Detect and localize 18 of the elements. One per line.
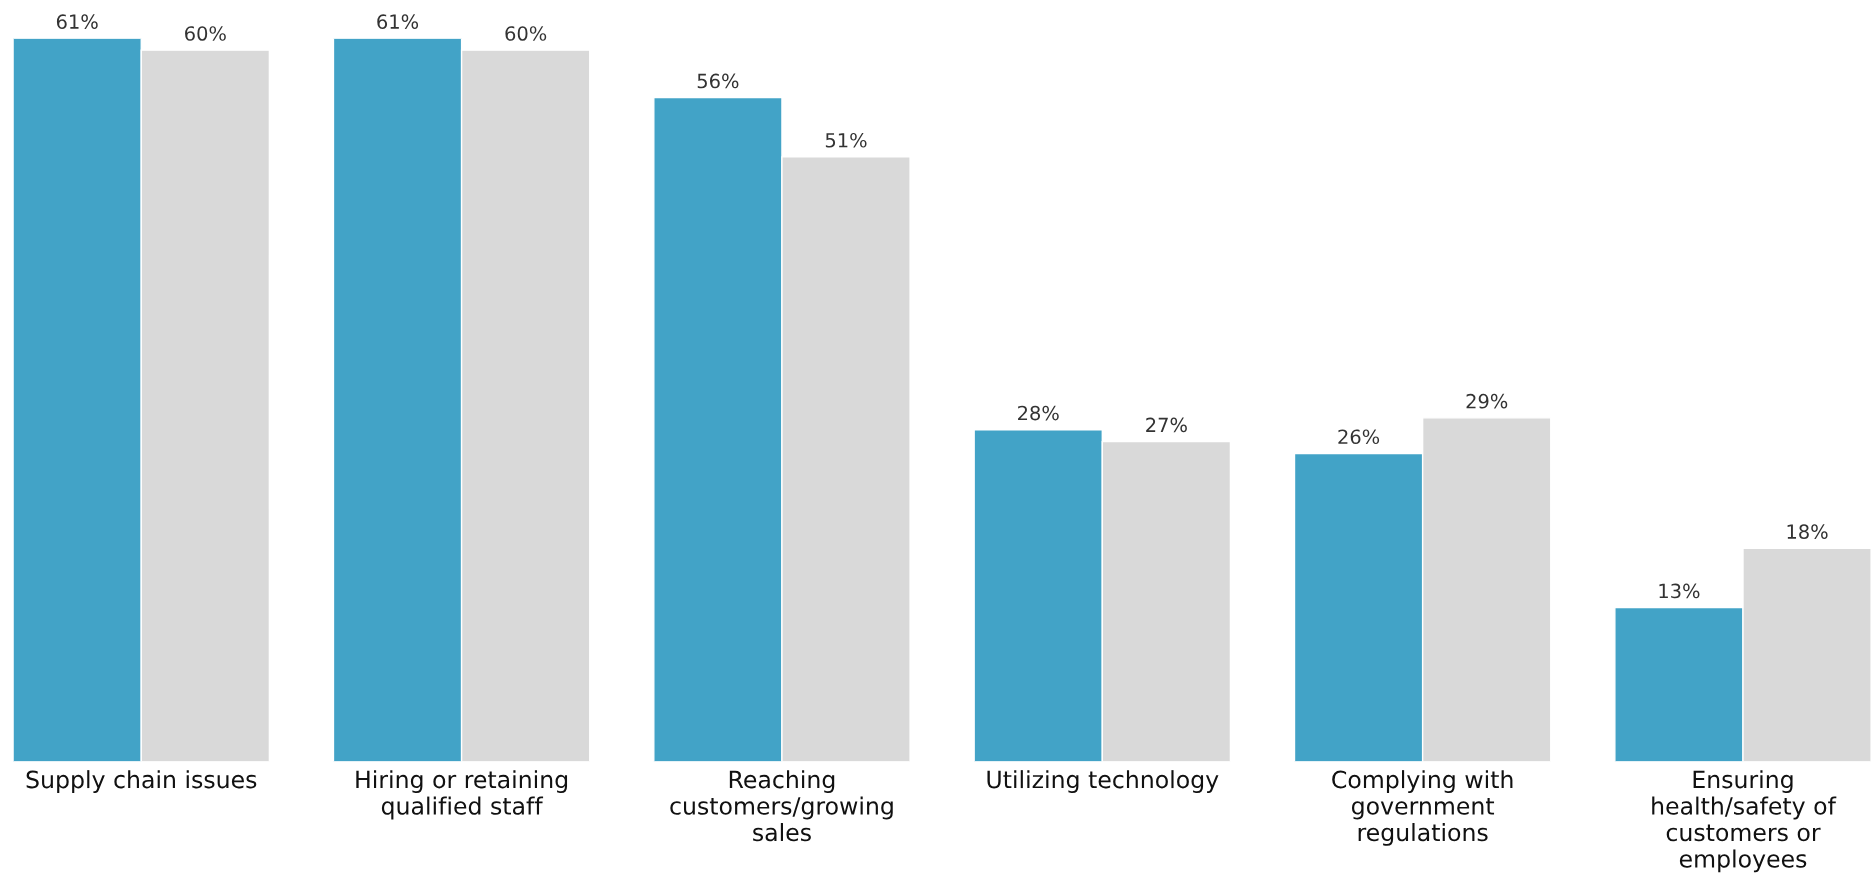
data-label: 26% bbox=[1338, 429, 1380, 445]
x-tick-label: Supply chain issues bbox=[26, 770, 257, 793]
data-label: 60% bbox=[185, 26, 226, 41]
data-label: 13% bbox=[1659, 583, 1700, 599]
data-label: 60% bbox=[505, 26, 547, 41]
data-label: 27% bbox=[1146, 417, 1187, 433]
data-label: 28% bbox=[1018, 405, 1059, 421]
data-label: 61% bbox=[377, 14, 419, 29]
data-label: 18% bbox=[1787, 524, 1828, 539]
x-tick-label: Reaching customers/growing sales bbox=[670, 770, 893, 842]
data-label: 56% bbox=[697, 73, 739, 89]
data-label: 51% bbox=[825, 132, 867, 148]
x-tick-label: Ensuring health/safety of customers or employees bbox=[1652, 770, 1837, 873]
data-label: 61% bbox=[56, 14, 98, 29]
x-tick-label: Utilizing technology bbox=[987, 770, 1219, 793]
x-tick-label: Complying with government regulations bbox=[1332, 770, 1513, 846]
data-label: 29% bbox=[1466, 393, 1508, 409]
x-tick-label: Hiring or retaining qualified staff bbox=[356, 770, 568, 820]
